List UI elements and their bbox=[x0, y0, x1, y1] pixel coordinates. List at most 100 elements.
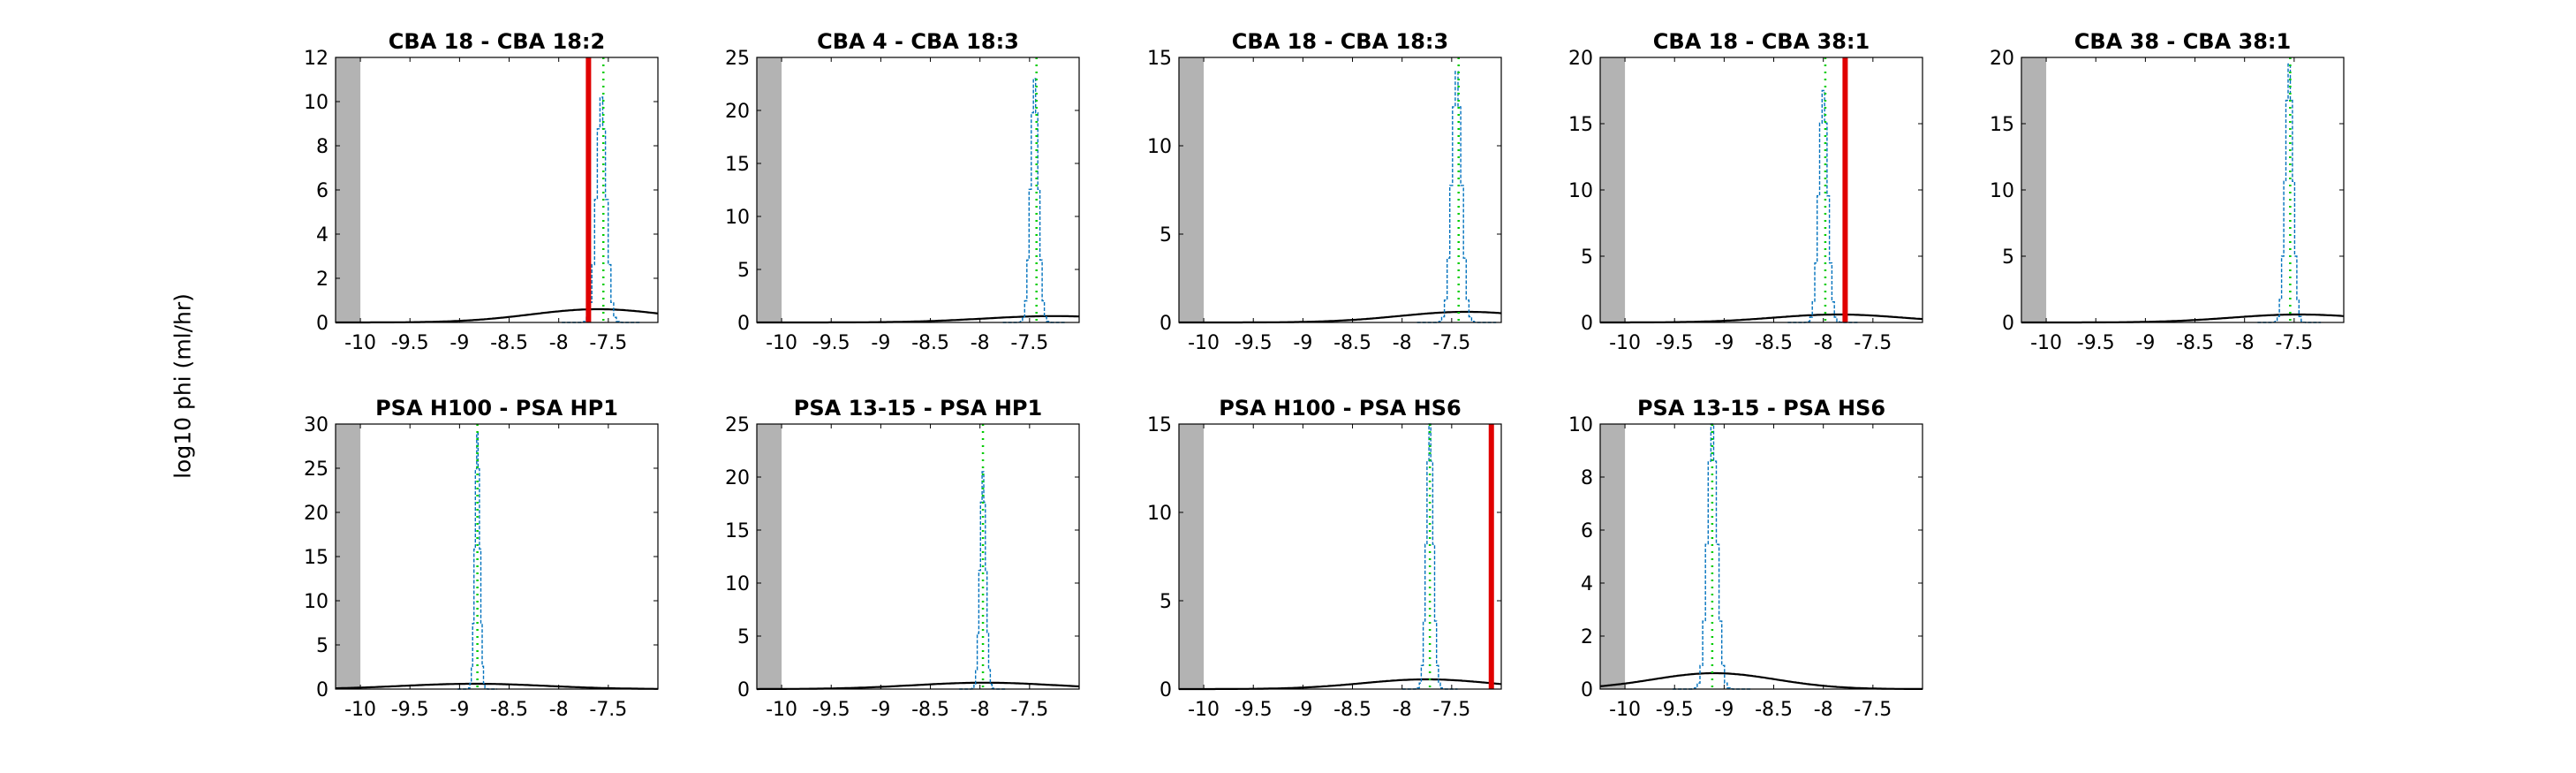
y-tick-label: 5 bbox=[1581, 246, 1593, 269]
y-tick-label: 20 bbox=[1990, 48, 2014, 70]
y-tick-label: 30 bbox=[304, 414, 329, 436]
y-tick-label: 0 bbox=[1581, 313, 1593, 335]
y-tick-label: 0 bbox=[1160, 313, 1172, 335]
y-tick-label: 5 bbox=[316, 635, 329, 657]
y-tick-label: 5 bbox=[737, 260, 750, 282]
x-tick-label: -7.5 bbox=[1432, 699, 1470, 721]
y-tick-label: 0 bbox=[737, 313, 750, 335]
y-tick-label: 5 bbox=[2002, 246, 2014, 269]
y-tick-label: 12 bbox=[304, 48, 329, 70]
y-tick-label: 15 bbox=[1147, 48, 1172, 70]
x-tick-label: -9.5 bbox=[812, 332, 850, 354]
x-tick-label: -9 bbox=[1714, 332, 1734, 354]
excluded-region bbox=[757, 57, 782, 322]
x-tick-label: -9 bbox=[449, 332, 469, 354]
axes-box bbox=[1178, 423, 1502, 690]
y-tick-label: 10 bbox=[725, 573, 750, 595]
axes-box bbox=[335, 423, 659, 690]
axes-box bbox=[756, 57, 1080, 323]
y-tick-label: 15 bbox=[1147, 414, 1172, 436]
x-tick-label: -10 bbox=[766, 699, 797, 721]
x-tick-label: -9.5 bbox=[812, 699, 850, 721]
axes-box bbox=[2021, 57, 2345, 323]
excluded-region bbox=[1179, 57, 1205, 322]
y-tick-label: 0 bbox=[2002, 313, 2014, 335]
subplot-3: 0 5 10 15 -10 -9.5 -9 -8.5 -8 -7.5 CBA 18 - CBA 18… bbox=[1147, 29, 1502, 354]
y-tick-label: 5 bbox=[737, 626, 750, 648]
y-tick-label: 20 bbox=[1568, 48, 1593, 70]
x-tick-label: -8.5 bbox=[1755, 332, 1793, 354]
x-tick-label: -10 bbox=[1609, 332, 1641, 354]
x-tick-label: -8.5 bbox=[1333, 332, 1371, 354]
y-tick-label: 4 bbox=[316, 224, 329, 246]
y-tick-label: 20 bbox=[725, 101, 750, 123]
x-tick-label: -8 bbox=[1814, 699, 1833, 721]
prior-curve bbox=[1600, 313, 1923, 324]
x-tick-label: -8 bbox=[971, 699, 990, 721]
x-tick-label: -10 bbox=[2030, 332, 2062, 354]
subplot-title: CBA 18 - CBA 18:3 bbox=[1232, 29, 1448, 54]
x-tick-label: -9 bbox=[871, 699, 890, 721]
subplot-title: CBA 4 - CBA 18:3 bbox=[817, 29, 1019, 54]
subplot-9: 0 2 4 6 8 10 -10 -9.5 -9 -8.5 -8 -7.5 PSA 13-15 - PS… bbox=[1568, 396, 1923, 721]
y-tick-label: 2 bbox=[316, 269, 329, 291]
x-tick-label: -8.5 bbox=[911, 699, 949, 721]
x-tick-label: -9 bbox=[1293, 699, 1312, 721]
x-tick-label: -7.5 bbox=[1854, 332, 1892, 354]
prior-curve bbox=[757, 315, 1079, 324]
shared-y-axis-label: log10 phi (ml/hr) bbox=[170, 293, 196, 479]
y-tick-label: 25 bbox=[725, 414, 750, 436]
x-tick-label: -8.5 bbox=[2176, 332, 2214, 354]
x-tick-label: -9.5 bbox=[2077, 332, 2115, 354]
y-tick-label: 10 bbox=[1147, 503, 1172, 525]
x-tick-label: -8 bbox=[1814, 332, 1833, 354]
x-tick-label: -8 bbox=[1393, 332, 1412, 354]
x-tick-label: -7.5 bbox=[1010, 699, 1048, 721]
axes-box bbox=[756, 423, 1080, 690]
subplot-title: PSA 13-15 - PSA HP1 bbox=[794, 396, 1042, 421]
subplot-title: CBA 18 - CBA 18:2 bbox=[389, 29, 605, 54]
x-tick-label: -9 bbox=[871, 332, 890, 354]
y-tick-label: 0 bbox=[1581, 679, 1593, 701]
y-tick-label: 15 bbox=[725, 520, 750, 542]
y-tick-label: 0 bbox=[737, 679, 750, 701]
posterior-histogram bbox=[1002, 78, 1067, 323]
y-tick-label: 10 bbox=[1990, 180, 2014, 202]
x-tick-label: -8 bbox=[549, 332, 569, 354]
x-tick-label: -8.5 bbox=[911, 332, 949, 354]
x-tick-label: -9.5 bbox=[1235, 332, 1273, 354]
y-tick-label: 5 bbox=[1160, 224, 1172, 246]
x-tick-label: -8 bbox=[2235, 332, 2255, 354]
x-tick-label: -7.5 bbox=[2275, 332, 2313, 354]
x-tick-label: -9.5 bbox=[1235, 699, 1273, 721]
y-tick-label: 4 bbox=[1581, 573, 1593, 595]
x-tick-label: -8.5 bbox=[490, 699, 528, 721]
x-tick-label: -8.5 bbox=[1333, 699, 1371, 721]
x-tick-label: -8 bbox=[549, 699, 569, 721]
y-tick-label: 25 bbox=[304, 458, 329, 481]
excluded-region bbox=[1179, 424, 1205, 689]
x-tick-label: -7.5 bbox=[1854, 699, 1892, 721]
x-tick-label: -8.5 bbox=[1755, 699, 1793, 721]
x-tick-label: -9.5 bbox=[391, 332, 429, 354]
posterior-histogram bbox=[1673, 423, 1752, 690]
y-tick-label: 15 bbox=[304, 547, 329, 569]
subplot-2: 0 5 10 15 20 25 -10 -9.5 -9 -8.5 -8 -7.5 CBA 4 - CBA… bbox=[725, 29, 1080, 354]
x-tick-label: -7.5 bbox=[1010, 332, 1048, 354]
y-tick-label: 15 bbox=[725, 154, 750, 176]
x-tick-label: -9 bbox=[1714, 699, 1734, 721]
y-tick-label: 20 bbox=[304, 503, 329, 525]
excluded-region bbox=[1600, 424, 1626, 689]
subplot-title: PSA H100 - PSA HS6 bbox=[1219, 396, 1462, 421]
y-tick-label: 25 bbox=[725, 48, 750, 70]
prior-curve bbox=[336, 682, 658, 690]
y-tick-label: 0 bbox=[1160, 679, 1172, 701]
x-tick-label: -9 bbox=[2135, 332, 2155, 354]
x-tick-label: -7.5 bbox=[589, 332, 627, 354]
axes-box bbox=[1178, 57, 1502, 323]
y-tick-label: 10 bbox=[1568, 180, 1593, 202]
axes-box bbox=[335, 57, 659, 323]
x-tick-label: -10 bbox=[766, 332, 797, 354]
subplot-8: 0 5 10 15 -10 -9.5 -9 -8.5 -8 -7.5 PSA H100 - PSA … bbox=[1147, 396, 1502, 721]
x-tick-label: -10 bbox=[344, 699, 376, 721]
